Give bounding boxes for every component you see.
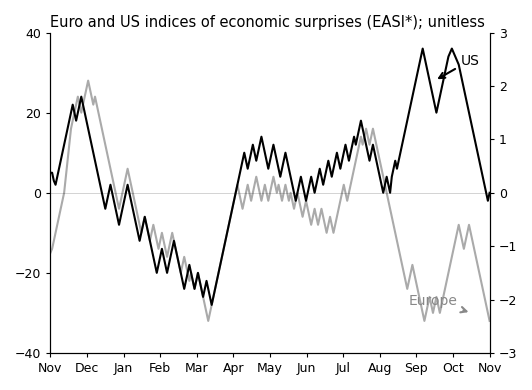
Text: Europe: Europe: [409, 294, 467, 312]
Text: US: US: [439, 53, 479, 78]
Text: Euro and US indices of economic surprises (EASI*); unitless: Euro and US indices of economic surprise…: [51, 15, 485, 30]
